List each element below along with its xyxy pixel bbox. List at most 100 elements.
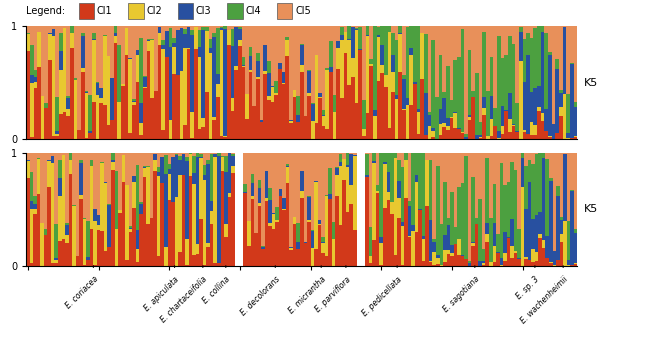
Bar xyxy=(195,254,199,266)
Bar xyxy=(90,229,93,266)
Bar xyxy=(570,138,573,139)
Bar xyxy=(570,63,573,64)
Bar xyxy=(183,26,187,29)
Bar xyxy=(147,41,150,51)
Bar xyxy=(129,226,133,228)
Bar xyxy=(231,46,234,98)
Bar xyxy=(89,94,92,131)
Bar xyxy=(99,88,103,99)
Text: K5: K5 xyxy=(584,78,598,88)
Bar xyxy=(446,130,449,139)
Bar xyxy=(537,26,541,86)
Bar xyxy=(419,209,422,210)
Bar xyxy=(217,153,220,156)
Bar xyxy=(431,39,435,128)
Bar xyxy=(271,102,274,139)
Bar xyxy=(245,94,249,119)
Bar xyxy=(114,26,117,33)
Bar xyxy=(79,163,83,195)
Bar xyxy=(504,26,508,55)
Bar xyxy=(497,26,501,36)
Bar xyxy=(546,258,549,266)
Bar xyxy=(417,112,420,134)
Bar xyxy=(260,122,264,139)
Bar xyxy=(234,70,238,139)
Bar xyxy=(245,26,249,94)
Bar xyxy=(377,37,380,81)
Bar xyxy=(546,159,549,236)
Bar xyxy=(289,247,293,248)
Bar xyxy=(136,153,139,165)
Bar xyxy=(227,26,231,30)
Bar xyxy=(457,254,461,266)
Bar xyxy=(165,26,169,31)
Bar xyxy=(486,91,489,136)
Bar xyxy=(559,93,563,107)
Bar xyxy=(510,219,514,246)
Bar xyxy=(243,192,247,193)
Bar xyxy=(395,100,398,139)
Bar xyxy=(454,244,457,266)
Bar xyxy=(256,53,260,61)
Bar xyxy=(559,116,563,139)
Bar xyxy=(249,72,253,139)
Bar xyxy=(314,55,318,122)
Bar xyxy=(63,28,66,112)
Bar xyxy=(205,26,209,27)
Bar xyxy=(75,257,79,266)
Bar xyxy=(493,184,496,223)
Bar xyxy=(524,153,528,165)
Bar xyxy=(173,26,176,38)
Bar xyxy=(254,233,258,266)
Bar xyxy=(26,34,30,51)
Bar xyxy=(264,26,267,45)
Bar xyxy=(501,126,504,134)
Bar xyxy=(164,153,167,155)
Bar xyxy=(241,26,245,57)
Bar xyxy=(286,164,289,166)
Bar xyxy=(328,194,332,199)
Bar xyxy=(508,26,512,36)
Bar xyxy=(386,172,390,192)
Bar xyxy=(485,234,489,242)
Bar xyxy=(508,132,512,139)
Bar xyxy=(81,68,85,72)
Bar xyxy=(365,35,369,36)
Bar xyxy=(161,157,164,183)
Bar xyxy=(220,26,223,27)
Bar xyxy=(574,263,577,264)
Bar xyxy=(453,112,457,113)
Bar xyxy=(125,28,129,55)
Bar xyxy=(358,49,362,50)
Bar xyxy=(310,153,314,230)
Bar xyxy=(325,26,329,68)
Bar xyxy=(559,90,563,93)
Bar xyxy=(314,26,318,55)
Bar xyxy=(429,262,432,266)
Bar xyxy=(216,26,220,28)
Bar xyxy=(346,165,350,167)
Bar xyxy=(493,126,497,139)
Bar xyxy=(432,153,436,239)
Bar xyxy=(447,225,450,250)
Bar xyxy=(556,153,560,186)
Bar xyxy=(139,26,143,38)
Bar xyxy=(439,135,442,139)
Bar xyxy=(531,153,535,164)
Bar xyxy=(108,153,111,205)
Bar xyxy=(417,109,420,112)
Bar xyxy=(447,254,450,266)
Bar xyxy=(52,136,56,139)
Bar xyxy=(231,29,234,46)
Bar xyxy=(118,153,121,210)
Bar xyxy=(251,174,254,183)
Bar xyxy=(121,86,125,139)
Bar xyxy=(96,26,99,82)
Bar xyxy=(519,32,523,61)
Bar xyxy=(297,153,300,223)
Bar xyxy=(339,153,342,154)
Bar xyxy=(89,133,92,139)
Bar xyxy=(77,26,81,130)
Bar xyxy=(471,246,475,266)
Bar xyxy=(510,153,514,162)
